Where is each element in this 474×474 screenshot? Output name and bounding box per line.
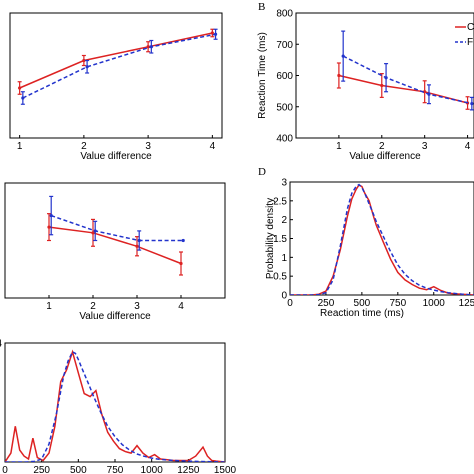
series-line-red [19,32,213,89]
data-point [18,86,22,90]
y-tick-label: 500 [276,102,293,113]
panel-a: 1 2 3 4 Value difference [9,12,223,162]
x-tick-label: 3 [422,141,428,152]
series-line-blue [22,33,216,99]
y-tick-label: 400 [276,134,293,145]
y-tick-label: 2.5 [273,196,287,207]
x-tick-label: 1000 [423,298,446,309]
x-tick-label: 1500 [214,465,237,474]
series-line-red [48,226,182,265]
y-tick-label: 0 [281,291,287,302]
data-point [341,54,345,58]
data-point [337,73,341,78]
series-line-blue [5,350,225,462]
x-tick-label: 2 [90,301,96,312]
legend-entry-f: F [467,37,473,48]
data-point [21,96,25,100]
series-group [47,195,185,276]
x-tick-label: 1 [17,141,23,152]
x-tick-label: 2 [379,141,385,152]
x-axis-label: Value difference [80,151,152,162]
x-tick-label: 3 [134,301,140,312]
data-point [149,45,153,49]
x-tick-label: 250 [318,298,335,309]
data-point [380,83,384,88]
data-point [91,231,95,235]
x-tick-label: 1250 [177,465,200,474]
y-tick-label: 1 [281,253,287,264]
x-axis-label: Value difference [349,151,421,162]
x-tick-label: 2 [81,141,87,152]
x-tick-label: 4 [178,301,184,312]
plot-frame [4,182,226,299]
x-tick-label: 4 [465,141,471,152]
data-point [146,45,150,49]
x-tick-label: 1250 [459,298,474,309]
y-tick-label: 3 [281,178,287,189]
panel-letter-b: B [258,1,265,13]
y-tick-label: 4 [0,339,2,350]
panel-e: 02505007501000125015004Reaction time (ms… [0,339,237,474]
data-point [179,261,183,266]
y-tick-label: 600 [276,71,293,82]
data-point [423,90,427,94]
x-tick-label: 500 [354,298,371,309]
y-tick-label: 800 [276,9,293,20]
series-line-red [5,349,225,462]
data-point [210,31,214,35]
x-tick-label: 3 [145,141,151,152]
data-point [384,76,388,80]
x-tick-label: 1 [336,141,342,152]
y-axis-label: Probability density [265,198,276,279]
data-point [135,244,139,248]
series-line-red [290,184,474,295]
plot-frame [9,12,223,139]
panel-b: 1 2 3 4 400 500 600 700 800 Value difference React… [257,9,474,162]
x-tick-label: 1000 [141,465,164,474]
panel-letter-d: D [258,166,266,178]
x-tick-label: 1 [46,301,52,312]
data-point [49,213,53,218]
x-tick-label: 4 [210,141,216,152]
x-tick-label: 0 [2,465,8,474]
series-line-blue [290,183,474,295]
x-tick-label: 750 [107,465,124,474]
data-point [181,238,185,243]
x-tick-label: 500 [70,465,87,474]
data-point [427,92,431,96]
y-axis-label: Reaction Time (ms) [257,32,268,119]
x-tick-label: 0 [287,298,293,309]
legend: C F [455,22,474,48]
y-tick-label: 2 [281,215,287,226]
x-axis-label: Value difference [79,311,151,322]
series-group [5,349,225,462]
data-point [82,58,86,63]
series-group [290,183,474,295]
data-point [47,225,51,229]
x-tick-label: 750 [389,298,406,309]
x-tick-label: 250 [33,465,50,474]
y-tick-label: 1.5 [273,234,287,245]
y-tick-label: 700 [276,40,293,51]
series-line-blue [342,55,473,105]
plot-frame [295,12,474,139]
data-point [137,238,141,243]
data-point [93,229,97,233]
series-group [17,28,218,105]
series-group [336,30,474,111]
data-point [470,102,474,106]
legend-entry-c: C [467,22,474,33]
series-line-blue [50,214,184,242]
panel-d: 0 250 500 750 1000 1250 0 0.5 1 1.5 2 2.5 3 Reaction … [265,178,474,319]
x-axis-label: Reaction time (ms) [320,308,404,319]
data-point [85,65,89,69]
data-point [213,32,218,36]
y-tick-label: 0.5 [273,272,287,283]
panel-c: 1 2 3 4 Value difference [4,182,226,322]
